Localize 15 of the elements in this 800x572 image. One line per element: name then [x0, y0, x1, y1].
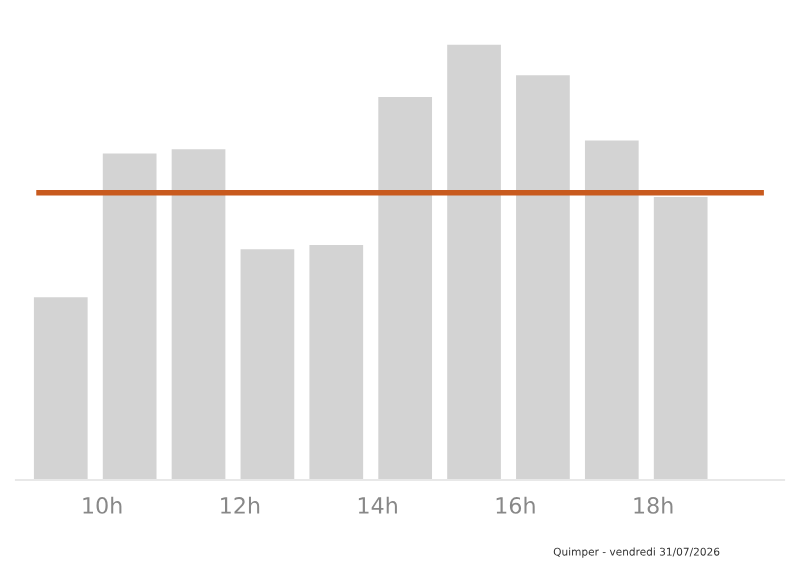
bar: [378, 96, 433, 480]
bar: [584, 140, 639, 480]
x-tick-label: 12h: [221, 496, 260, 514]
bar: [33, 297, 88, 480]
bar: [653, 197, 708, 480]
x-tick-label: 14h: [358, 496, 397, 514]
bar: [102, 153, 157, 480]
bar: [240, 249, 295, 480]
bar: [516, 75, 570, 480]
bar: [171, 149, 226, 480]
x-tick-label: 18h: [634, 496, 673, 514]
bar: [447, 44, 501, 480]
x-tick-label: 16h: [496, 496, 535, 514]
bar: [309, 244, 364, 480]
x-tick-label: 10h: [83, 496, 122, 514]
